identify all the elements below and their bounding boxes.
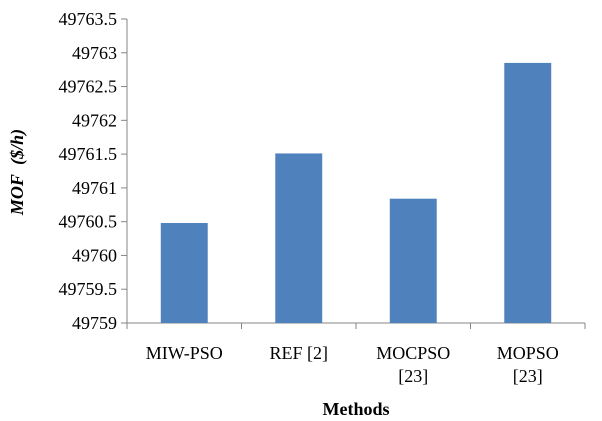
x-category-label-line: REF [2] xyxy=(270,343,329,363)
y-tick-label: 49760 xyxy=(72,245,117,265)
x-category-label: MOPSO [23] xyxy=(497,343,559,386)
y-tick-label: 49761.5 xyxy=(59,144,118,164)
y-axis: 49759 49759.5 49760 49760.5 49761 49761.5 4976… xyxy=(59,9,128,333)
y-axis-title-main: MOF xyxy=(7,174,27,216)
y-tick-label: 49762 xyxy=(72,110,117,130)
y-axis-title-unit: ($/h) xyxy=(7,129,28,165)
x-category-label: MOCPSO [23] xyxy=(376,343,450,386)
y-tick-label: 49763 xyxy=(72,43,117,63)
x-category-label-line: MOCPSO xyxy=(376,343,450,363)
x-axis: MIW-PSO REF [2] MOCPSO [23] MOPSO [23] xyxy=(126,322,586,386)
y-tick-label: 49760.5 xyxy=(59,212,118,232)
x-category-label: MIW-PSO xyxy=(146,343,223,363)
x-category-label: REF [2] xyxy=(270,343,329,363)
bar xyxy=(389,198,437,323)
bars xyxy=(160,62,552,324)
y-axis-title: MOF ($/h) xyxy=(7,129,28,216)
y-tick-label: 49763.5 xyxy=(59,9,118,29)
x-axis-title: Methods xyxy=(323,399,390,419)
bar xyxy=(275,153,323,323)
y-tick-label: 49759 xyxy=(72,313,117,333)
y-tick-label: 49761 xyxy=(72,178,117,198)
y-tick-label: 49762.5 xyxy=(59,77,118,97)
bar xyxy=(160,223,208,323)
y-tick-label: 49759.5 xyxy=(59,279,118,299)
x-category-label-line: MIW-PSO xyxy=(146,343,223,363)
x-category-label-line: [23] xyxy=(398,366,428,386)
x-category-label-line: [23] xyxy=(513,366,543,386)
bar xyxy=(504,62,552,324)
x-category-label-line: MOPSO xyxy=(497,343,559,363)
